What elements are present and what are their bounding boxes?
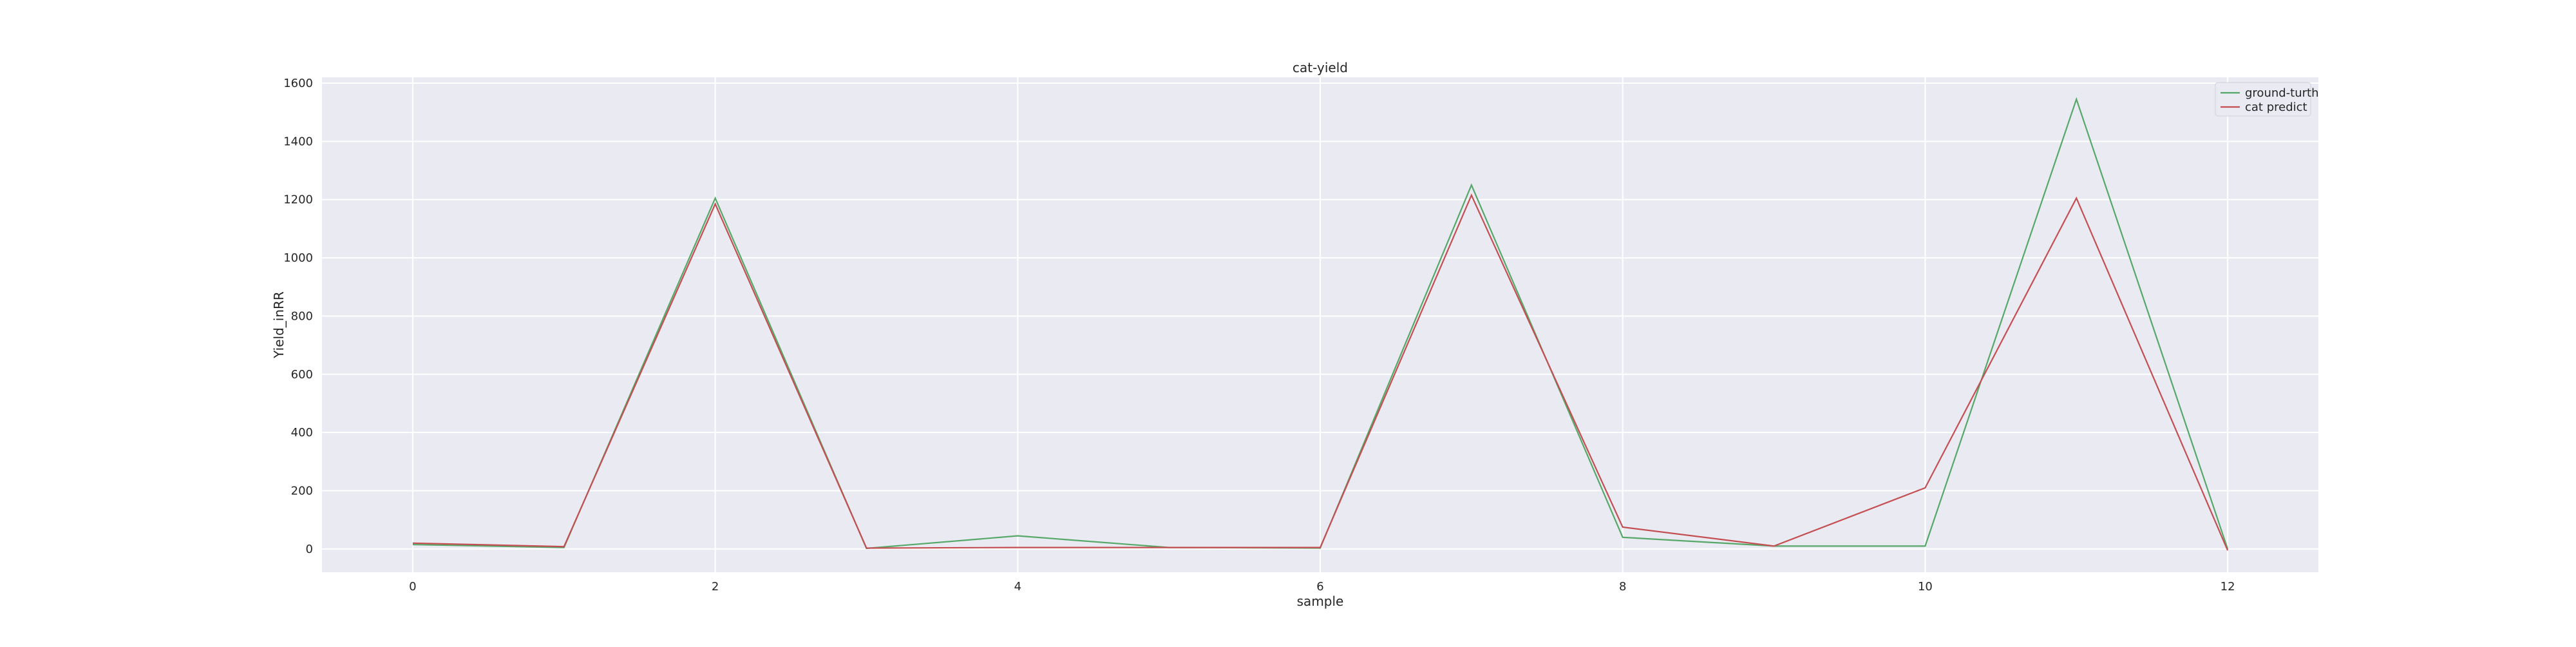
series-line-2	[412, 193, 2229, 551]
series-lines	[412, 97, 2229, 551]
grid-lines	[322, 77, 2318, 572]
x-tick-label: 2	[712, 580, 719, 594]
legend-label: ground-turth	[2245, 86, 2319, 100]
y-tick-label: 600	[291, 368, 313, 381]
y-tick-label: 1400	[283, 135, 313, 148]
x-tick-label: 8	[1619, 580, 1626, 594]
y-tick-label: 1000	[283, 251, 313, 265]
x-tick-label: 12	[2221, 580, 2235, 594]
x-axis-label: sample	[1297, 594, 1344, 609]
tick-labels: 0 2 4 6 8 10 12 0 200 400 600 800 1000 1200 1400 1600	[283, 77, 2235, 594]
y-tick-label: 400	[291, 426, 313, 439]
y-tick-label: 200	[291, 485, 313, 498]
y-tick-label: 1600	[283, 77, 313, 90]
chart-title: cat-yield	[1293, 60, 1348, 75]
y-tick-label: 1200	[283, 193, 313, 207]
x-tick-label: 0	[409, 580, 416, 594]
x-tick-label: 4	[1014, 580, 1021, 594]
legend-label: cat predict	[2245, 101, 2307, 114]
x-tick-label: 6	[1316, 580, 1323, 594]
y-axis-label: Yield_inRR	[271, 291, 287, 359]
y-tick-label: 0	[306, 543, 313, 556]
y-tick-label: 800	[291, 309, 313, 323]
x-tick-label: 10	[1918, 580, 1933, 594]
